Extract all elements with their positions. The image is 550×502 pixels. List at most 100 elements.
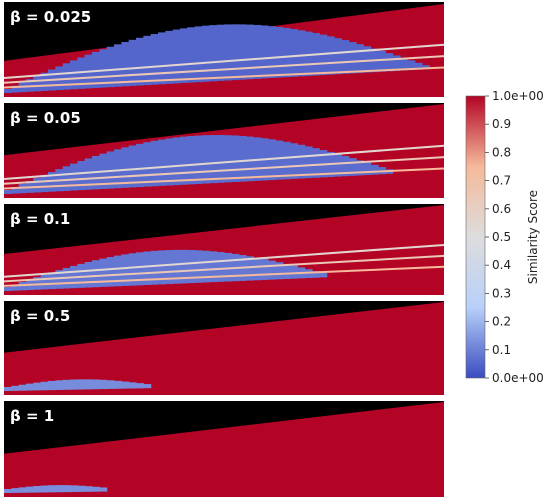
- heatmap-cell: [363, 162, 372, 176]
- heatmap-cell: [92, 260, 100, 288]
- similarity-streak: [3, 156, 445, 185]
- heatmap-cell: [187, 27, 196, 83]
- heatmap-cell: [18, 487, 27, 493]
- heatmap-cell: [275, 140, 284, 180]
- heatmap-cell: [55, 270, 64, 289]
- heatmap-cell: [11, 186, 20, 194]
- similarity-streak: [3, 144, 445, 180]
- heatmap-cell: [348, 42, 357, 74]
- heatmap-cell: [246, 256, 254, 281]
- heatmap-cell: [216, 252, 225, 282]
- heatmap-cell: [290, 143, 298, 179]
- heatmap-cell: [209, 135, 218, 184]
- heatmap-cell: [143, 251, 152, 285]
- heatmap-cell: [40, 274, 49, 290]
- heatmap-cell: [304, 146, 313, 179]
- heatmap-cell: [40, 381, 49, 391]
- heatmap-cell: [194, 135, 203, 184]
- heatmap-cell: [341, 156, 350, 177]
- heatmap-cell: [136, 252, 144, 286]
- heatmap-cell: [290, 29, 298, 77]
- panel-label: β = 0.5: [10, 307, 70, 325]
- heatmap-cell: [180, 28, 188, 83]
- heatmap-cell: [11, 85, 20, 93]
- heatmap-cell: [319, 272, 328, 278]
- heatmap-cell: [128, 145, 137, 188]
- domain-region: [4, 302, 444, 395]
- heatmap-cell: [33, 382, 42, 391]
- colorbar-tick-label: 0.0e+00: [492, 371, 544, 385]
- heatmap-panel: β = 0.025: [3, 2, 445, 97]
- heatmap-cell: [48, 485, 56, 493]
- heatmap-cell: [202, 25, 210, 82]
- heatmap-cell: [231, 24, 240, 81]
- heatmap-cell: [312, 271, 320, 278]
- similarity-streak: [3, 265, 445, 287]
- heatmap-panel: β = 1: [4, 401, 444, 497]
- heatmap-panel: β = 0.1: [3, 204, 445, 295]
- heatmap-cell: [106, 380, 115, 389]
- heatmap-cell: [158, 250, 166, 285]
- heatmap-cell: [114, 149, 122, 189]
- similarity-streak: [3, 243, 445, 278]
- heatmap-cell: [400, 57, 408, 71]
- heatmap-cell: [33, 177, 42, 193]
- heatmap-cell: [150, 34, 159, 85]
- heatmap-cell: [158, 32, 166, 85]
- heatmap-cell: [128, 253, 137, 286]
- heatmap-cell: [363, 46, 372, 73]
- heatmap-panel: β = 0.5: [4, 301, 444, 395]
- heatmap-cell: [18, 282, 27, 291]
- heatmap-cell: [260, 25, 269, 79]
- colorbar-title: Similarity Score: [526, 190, 540, 284]
- heatmap-cell: [202, 250, 210, 283]
- heatmap-cell: [4, 489, 12, 493]
- heatmap-cell: [268, 260, 276, 280]
- heatmap-cell: [62, 166, 71, 191]
- heatmap-cell: [114, 380, 122, 389]
- heatmap-cell: [392, 55, 401, 71]
- heatmap-cell: [55, 66, 64, 91]
- colorbar-gradient: [465, 95, 486, 379]
- heatmap-cell: [172, 137, 181, 186]
- heatmap-cell: [348, 158, 357, 176]
- heatmap-cell: [18, 384, 27, 391]
- heatmap-cell: [40, 485, 49, 493]
- heatmap-cell: [356, 44, 364, 73]
- heatmap-cell: [77, 263, 86, 288]
- heatmap-cell: [253, 257, 262, 281]
- colorbar-ticks: 1.0e+00 0.9 0.8 0.7 0.6 0.5 0.4 0.3 0.2 0.1 0.0e+0…: [485, 89, 544, 385]
- heatmap-cell: [370, 164, 379, 175]
- heatmap-cell: [180, 136, 188, 185]
- similarity-streak: [3, 43, 445, 79]
- heatmap-cell: [77, 379, 86, 390]
- heatmap-cell: [48, 272, 56, 290]
- heatmap-cell: [407, 60, 416, 71]
- heatmap-cell: [136, 143, 144, 188]
- heatmap-cell: [143, 142, 152, 187]
- colorbar-tick-label: 0.6: [492, 202, 511, 216]
- heatmap-cell: [304, 31, 313, 76]
- heatmap-cell: [99, 487, 108, 492]
- heatmap-cell: [70, 163, 78, 191]
- heatmap-cell: [70, 60, 78, 90]
- heatmap-cell: [128, 382, 137, 389]
- heatmap-cell: [143, 384, 152, 389]
- domain-region: [4, 402, 444, 497]
- heatmap-cell: [158, 139, 166, 186]
- heatmap-cell: [334, 38, 342, 75]
- heatmap-cell: [253, 24, 262, 79]
- heatmap-cell: [62, 63, 71, 90]
- heatmap-cell: [414, 62, 423, 70]
- heatmap-cell: [194, 26, 203, 83]
- heatmap-cell: [33, 75, 42, 92]
- colorbar-tick-label: 0.8: [492, 145, 511, 159]
- heatmap-cell: [275, 262, 284, 280]
- colorbar-tick-label: 0.7: [492, 174, 511, 188]
- colorbar-tick-label: 0.2: [492, 315, 511, 329]
- heatmap-cell: [33, 485, 42, 493]
- heatmap-cell: [150, 140, 159, 187]
- similarity-streak: [3, 66, 445, 89]
- heatmap-cell: [224, 252, 232, 282]
